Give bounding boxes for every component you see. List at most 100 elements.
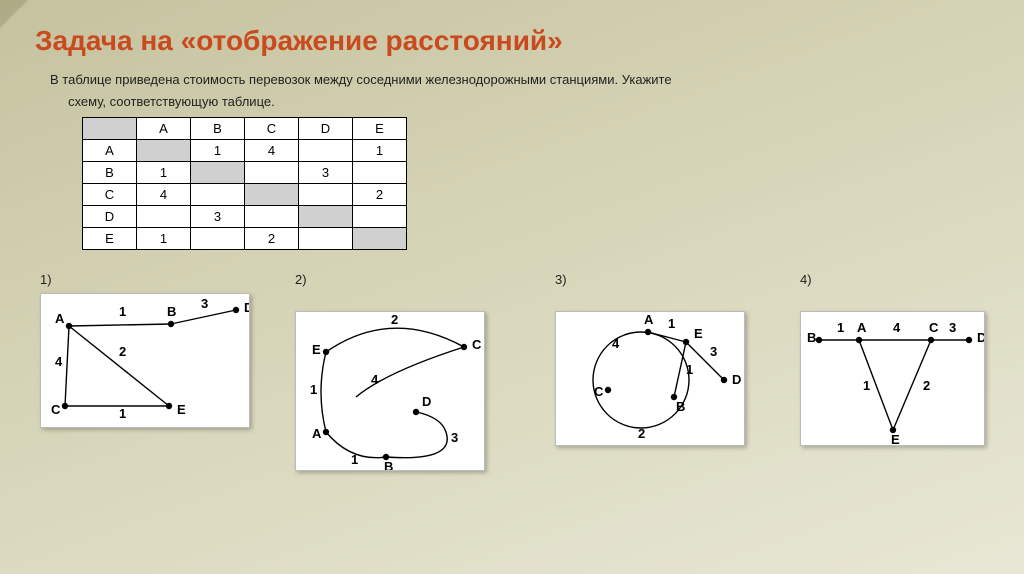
table-header-row: A B C D E	[83, 118, 407, 140]
table-cell	[299, 228, 353, 250]
table-row-header: C	[83, 184, 137, 206]
svg-text:3: 3	[201, 296, 208, 311]
problem-line-2: схему, соответствующую таблице.	[68, 94, 275, 109]
table-cell: 1	[191, 140, 245, 162]
table-col-header: A	[137, 118, 191, 140]
svg-text:B: B	[676, 399, 685, 414]
table-cell	[245, 206, 299, 228]
svg-text:D: D	[422, 394, 431, 409]
svg-text:1: 1	[686, 362, 693, 377]
svg-text:D: D	[244, 300, 250, 315]
table-col-header: C	[245, 118, 299, 140]
table-cell: 1	[353, 140, 407, 162]
svg-text:2: 2	[923, 378, 930, 393]
svg-text:1: 1	[668, 316, 675, 331]
table-row-header: E	[83, 228, 137, 250]
table-cell	[299, 206, 353, 228]
table-cell	[245, 162, 299, 184]
svg-text:A: A	[55, 311, 65, 326]
diagram-3: 1 3 1 4 2 A E D B C	[555, 311, 745, 446]
svg-text:A: A	[644, 312, 654, 327]
svg-text:4: 4	[55, 354, 63, 369]
table-cell	[353, 162, 407, 184]
diagram-2: 2 4 1 1 3 E C A B D	[295, 311, 485, 471]
table-cell	[191, 184, 245, 206]
svg-text:C: C	[929, 320, 939, 335]
table-cell	[299, 140, 353, 162]
svg-text:A: A	[312, 426, 322, 441]
table-cell: 3	[191, 206, 245, 228]
svg-text:C: C	[472, 337, 482, 352]
table-row: C 4 2	[83, 184, 407, 206]
svg-text:1: 1	[351, 452, 358, 467]
svg-text:2: 2	[391, 312, 398, 327]
svg-text:2: 2	[119, 344, 126, 359]
table-cell	[137, 206, 191, 228]
table-row-header: A	[83, 140, 137, 162]
diagram-1: 1 3 2 4 1 A B D C E	[40, 293, 250, 428]
table-col-header: B	[191, 118, 245, 140]
table-cell	[299, 184, 353, 206]
svg-text:E: E	[312, 342, 321, 357]
svg-text:4: 4	[612, 336, 620, 351]
problem-line-1: В таблице приведена стоимость перевозок …	[50, 72, 672, 87]
table-cell	[245, 184, 299, 206]
option-2-label: 2)	[295, 272, 485, 287]
table-row: B 1 3	[83, 162, 407, 184]
svg-text:A: A	[857, 320, 867, 335]
svg-text:2: 2	[638, 426, 645, 441]
option-3-label: 3)	[555, 272, 745, 287]
svg-text:B: B	[384, 459, 393, 471]
table-cell	[191, 228, 245, 250]
page-title: Задача на «отображение расстояний»	[0, 0, 1024, 69]
svg-text:1: 1	[837, 320, 844, 335]
svg-text:E: E	[694, 326, 703, 341]
svg-text:1: 1	[119, 304, 126, 319]
svg-text:3: 3	[949, 320, 956, 335]
table-cell: 4	[137, 184, 191, 206]
table-cell: 2	[245, 228, 299, 250]
svg-text:E: E	[891, 432, 900, 446]
option-1-label: 1)	[40, 272, 250, 287]
option-1: 1) 1 3 2 4 1 A B D C E	[40, 272, 250, 433]
table-row: A 1 4 1	[83, 140, 407, 162]
svg-text:B: B	[807, 330, 816, 345]
problem-statement: В таблице приведена стоимость перевозок …	[0, 69, 1024, 113]
adjacency-table-wrap: A B C D E A 1 4 1 B 1 3 C 4 2	[82, 117, 1024, 250]
adjacency-table: A B C D E A 1 4 1 B 1 3 C 4 2	[82, 117, 407, 250]
table-cell	[353, 206, 407, 228]
svg-text:C: C	[594, 384, 604, 399]
table-row-header: D	[83, 206, 137, 228]
svg-text:D: D	[732, 372, 741, 387]
table-cell: 1	[137, 228, 191, 250]
options-container: 1) 13241ABDCE 2) 24113ECABD 3) 13142AEDB…	[0, 272, 1024, 502]
corner-accent	[0, 0, 28, 28]
svg-text:C: C	[51, 402, 61, 417]
option-2: 2) 2 4 1 1 3 E C A B D	[295, 272, 485, 476]
diagram-4: 1 4 3 1 2 B A C D E	[800, 311, 985, 446]
table-cell: 1	[137, 162, 191, 184]
svg-text:B: B	[167, 304, 176, 319]
svg-text:4: 4	[893, 320, 901, 335]
svg-text:1: 1	[119, 406, 126, 421]
svg-text:4: 4	[371, 372, 379, 387]
table-row-header: B	[83, 162, 137, 184]
table-row: D 3	[83, 206, 407, 228]
option-4-label: 4)	[800, 272, 985, 287]
svg-text:D: D	[977, 330, 985, 345]
option-3: 3) 1 3 1 4 2 A E D B C	[555, 272, 745, 451]
table-cell	[137, 140, 191, 162]
svg-text:E: E	[177, 402, 186, 417]
table-col-header: D	[299, 118, 353, 140]
svg-text:1: 1	[863, 378, 870, 393]
table-row: E 1 2	[83, 228, 407, 250]
option-4: 4) 1 4 3 1 2 B A C D E	[800, 272, 985, 451]
table-corner-cell	[83, 118, 137, 140]
table-cell: 3	[299, 162, 353, 184]
svg-text:1: 1	[310, 382, 317, 397]
table-cell	[353, 228, 407, 250]
table-col-header: E	[353, 118, 407, 140]
svg-text:3: 3	[710, 344, 717, 359]
table-cell: 2	[353, 184, 407, 206]
svg-text:3: 3	[451, 430, 458, 445]
